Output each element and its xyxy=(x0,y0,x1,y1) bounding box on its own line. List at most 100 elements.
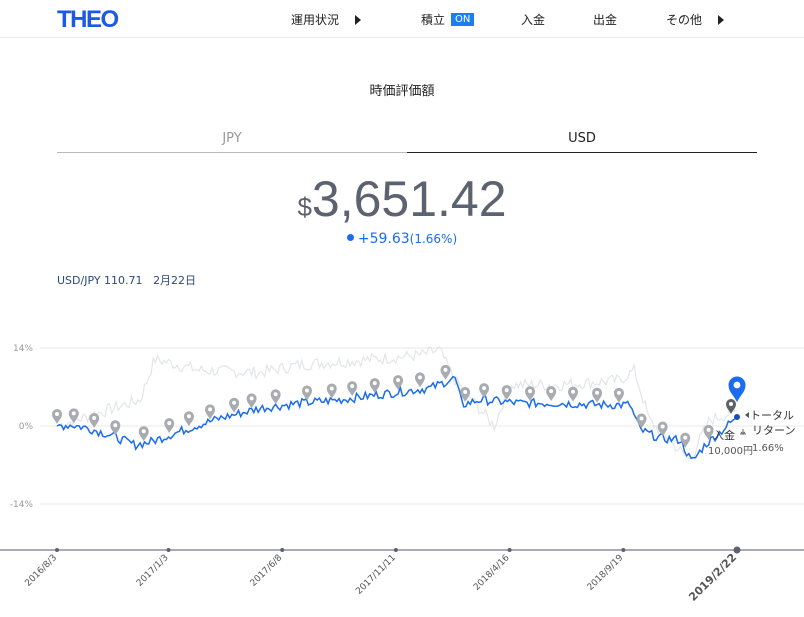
pin-shape xyxy=(592,387,603,403)
pin-shape xyxy=(393,375,404,391)
pin-hole xyxy=(232,400,237,405)
currency-symbol: $ xyxy=(297,192,312,222)
pin-hole xyxy=(55,412,59,416)
x-tick-label: 2017/11/11 xyxy=(354,553,398,597)
nav-label: 出金 xyxy=(593,13,618,27)
current-point xyxy=(734,414,740,420)
deposit-pin-icon xyxy=(568,386,579,402)
pin-shape xyxy=(246,393,257,409)
pin-shape xyxy=(501,385,512,401)
pin-hole xyxy=(208,407,213,412)
x-tick-label: 2017/1/3 xyxy=(135,553,171,589)
pin-shape xyxy=(414,372,425,388)
nav-label: その他 xyxy=(666,13,703,27)
pin-shape xyxy=(726,399,736,414)
pin-shape xyxy=(183,411,194,427)
x-tick-dot xyxy=(280,548,285,552)
pointer-left-icon xyxy=(745,412,749,418)
deposit-pin-icon xyxy=(183,411,194,427)
total-return-value: 1.66% xyxy=(752,443,784,454)
x-tick-label: 2018/4/16 xyxy=(472,553,512,593)
dot-icon xyxy=(346,234,354,241)
nav-other[interactable]: その他 xyxy=(666,11,725,28)
nav-label: 積立 xyxy=(421,13,446,27)
deposit-pin-icon xyxy=(592,387,603,403)
deposit-pin-icon xyxy=(613,387,624,403)
total-return-label: トータル xyxy=(750,409,794,422)
deposit-pin-icon xyxy=(138,426,149,442)
deposit-pin-icon xyxy=(680,432,691,448)
jpy-return-line xyxy=(56,345,738,460)
pin-hole xyxy=(504,388,509,393)
pin-shape xyxy=(479,383,490,399)
nav-label: 運用状況 xyxy=(291,13,340,27)
pin-hole xyxy=(463,389,468,394)
deposit-pin-icon xyxy=(636,413,647,429)
theo-logo[interactable]: THEO xyxy=(57,6,119,33)
pin-hole xyxy=(660,424,665,429)
pin-shape xyxy=(369,378,380,394)
deposit-amount: 10,000円 xyxy=(708,446,753,457)
deposit-pin-icon xyxy=(414,372,425,388)
pin-hole xyxy=(329,386,334,391)
x-tick-dot xyxy=(55,548,59,552)
x-tick-label: 2017/6/8 xyxy=(249,553,285,589)
deposit-pin-icon xyxy=(270,389,281,405)
pin-hole xyxy=(571,389,576,394)
deposit-pin-icon xyxy=(68,408,79,424)
pin-hole xyxy=(372,381,377,386)
pin-hole xyxy=(443,367,448,372)
pin-shape xyxy=(68,408,79,424)
fx-rate: USD/JPY 110.71 2月22日 xyxy=(57,272,196,288)
deposit-pin-icon xyxy=(525,386,536,402)
pin-hole xyxy=(141,429,146,434)
deposit-pin-icon xyxy=(546,386,557,402)
pin-shape xyxy=(347,381,358,397)
tab-jpy[interactable]: JPY xyxy=(57,131,407,153)
pin-shape xyxy=(138,426,149,442)
x-tick-dot xyxy=(166,548,171,552)
pin-shape xyxy=(52,409,62,424)
nav-deposit[interactable]: 入金 xyxy=(521,11,545,28)
pin-hole xyxy=(249,396,254,401)
deposit-pin-icon xyxy=(205,404,216,420)
pin-shape xyxy=(270,389,281,405)
pin-hole xyxy=(71,411,76,416)
pin-shape xyxy=(546,386,557,402)
deposit-pin-icon xyxy=(246,393,257,409)
current-pin-icon xyxy=(728,376,746,402)
pin-hole xyxy=(482,386,487,391)
nav-withdraw[interactable]: 出金 xyxy=(593,11,617,28)
pin-shape xyxy=(460,386,471,402)
pin-hole xyxy=(167,421,172,426)
header: THEO 運用状況 積立 ON 入金 出金 その他 xyxy=(0,0,804,38)
page-title: 時価評価額 xyxy=(369,84,435,99)
pin-hole xyxy=(417,375,422,380)
deposit-pin-selected-icon xyxy=(726,399,736,414)
pin-hole xyxy=(639,416,644,421)
pin-hole xyxy=(304,388,309,393)
nav-performance[interactable]: 運用状況 xyxy=(291,11,362,28)
y-tick-label: -14% xyxy=(10,500,34,510)
change-value: +59.63 xyxy=(357,231,410,247)
deposit-pin-icon xyxy=(479,383,490,399)
fx-label: USD/JPY 110.71 xyxy=(57,274,143,287)
pin-shape xyxy=(657,421,668,437)
tab-usd[interactable]: USD xyxy=(407,131,757,153)
change-row: +59.63(1.66%) xyxy=(0,231,804,247)
deposit-pin-icon xyxy=(326,383,337,399)
pin-shape xyxy=(613,387,624,403)
pin-shape xyxy=(301,385,312,401)
x-tick-label: 2019/2/22 xyxy=(686,551,739,604)
deposit-label: 入金 xyxy=(713,428,735,442)
total-return-label-2: リターン xyxy=(752,424,795,437)
nav-savings[interactable]: 積立 ON xyxy=(421,11,475,28)
x-tick-dot xyxy=(507,548,512,552)
x-tick-dot xyxy=(393,548,398,552)
pin-shape xyxy=(728,376,746,402)
pin-shape xyxy=(110,420,121,436)
performance-chart[interactable]: 14% 0% -14% 2016/8/3 2017/1/3 2017/6/8 2017/11… xyxy=(0,330,804,617)
pin-shape xyxy=(703,424,714,440)
pin-shape xyxy=(568,386,579,402)
pin-shape xyxy=(164,418,175,434)
